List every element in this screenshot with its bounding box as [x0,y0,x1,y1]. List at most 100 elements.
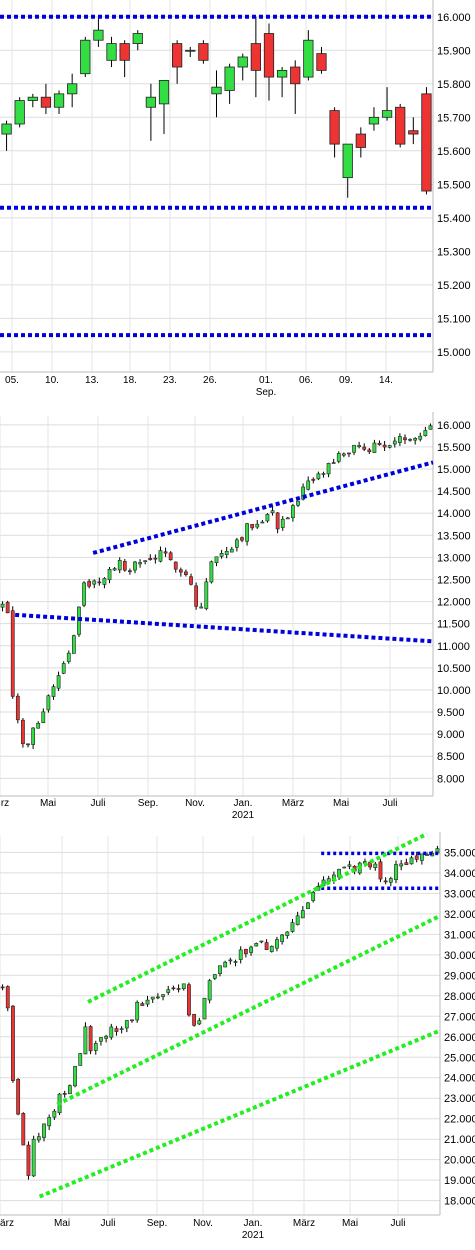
candle-body [421,93,432,192]
candle-body [264,942,269,950]
candle-body [250,43,261,71]
candle-body [83,1026,88,1055]
candle-body [388,878,393,883]
trend-line [87,832,428,1004]
candle-body [243,948,248,955]
candle-body [27,96,38,101]
x-tick-label: Juli [382,798,397,809]
candle-body [377,442,382,446]
candle-body [311,478,316,481]
candle-body [194,585,199,607]
x-tick-label: 14. [379,375,393,386]
candle-body [73,1066,77,1087]
x-tick-label: 09. [339,375,353,386]
y-tick-label: 31.000 [444,929,475,941]
candle-body [218,965,222,974]
y-tick-label: 11.000 [437,641,470,653]
candle-body [107,568,112,581]
candle-body [355,133,366,148]
candle-body [211,86,222,95]
candle-body [0,986,5,989]
x-tick-label: Sep. [147,1218,168,1229]
candle-body [106,43,117,61]
candle-body [168,552,173,561]
x-sublabel: 2021 [232,810,255,821]
y-tick-label: 15.300 [437,246,471,258]
y-tick-label: 16.000 [437,12,471,24]
candle-body [275,939,279,949]
x-tick-label: Juli [390,1218,405,1229]
y-tick-label: 15.100 [437,313,471,325]
candle-body [240,537,244,541]
candle-body [181,983,186,990]
y-tick-label: 22.000 [444,1114,475,1126]
candle-body [285,931,290,936]
candle-body [260,521,265,524]
candle-body [368,116,380,125]
candle-body [155,996,160,999]
y-tick-label: 25.000 [444,1052,475,1064]
candle-body [87,581,92,587]
x-tick-label: 26. [203,375,217,386]
x-tick-label: 06. [299,375,313,386]
candle-body [119,43,130,61]
candle-body [62,1093,67,1095]
y-tick-label: 15.200 [437,280,471,292]
y-tick-label: 20.000 [444,1155,475,1167]
candle-body [10,610,15,697]
candle-body [259,940,264,943]
candle-body [408,439,412,441]
candle-body [383,880,388,883]
candle-body [280,518,285,528]
candle-body [290,66,301,85]
candle-body [234,539,239,548]
candle-body [166,989,171,993]
y-tick-label: 9.000 [437,729,465,741]
x-tick-label: 23. [163,375,177,386]
candle-body [398,436,402,443]
y-tick-label: 18.000 [444,1196,475,1208]
trend-line [56,914,441,1107]
y-tick-label: 9.500 [437,707,465,719]
candle-body [11,1005,15,1081]
candle-body [0,603,5,608]
candle-body [404,862,409,866]
y-tick-label: 26.000 [444,1032,475,1044]
candle-body [148,558,153,561]
y-tick-label: 35.000 [444,847,475,859]
x-tick-label: ärz [0,1218,14,1229]
chart-1-september-candles: 16.000 15.900 15.800 15.700 15.600 15.500 15.4… [0,0,471,398]
candle-body [233,961,238,963]
x-tick-label: Sep. [138,798,159,809]
candle-body [171,987,176,990]
candle-body [254,943,259,947]
candle-body [5,602,10,614]
candle-body [249,946,253,953]
y-tick-label: 33.000 [444,888,475,900]
candle-body [158,550,163,562]
candle-body [399,863,404,867]
candle-body [82,582,86,606]
y-tick-label: 11.500 [437,619,470,631]
candle-body [161,994,165,997]
candle-body [280,934,285,942]
x-tick-label: Jan. [244,1218,263,1229]
candle-body [408,130,419,135]
candle-body [61,663,66,674]
candle-body [336,453,341,462]
candle-body [78,1053,83,1066]
candle-body [214,556,219,563]
candle-body [357,445,362,448]
candle-body [5,986,10,1009]
y-tick-label: 13.500 [437,530,471,542]
candle-body [132,33,143,44]
y-tick-label: 10.000 [437,685,471,697]
candle-body [14,100,25,125]
y-tick-label: 29.000 [444,970,475,982]
candle-body [102,578,107,585]
y-tick-label: 19.000 [444,1175,475,1187]
y-tick-label: 8.000 [437,773,465,785]
candle-body [352,444,356,453]
candle-body [112,568,117,571]
candle-body [321,473,326,475]
